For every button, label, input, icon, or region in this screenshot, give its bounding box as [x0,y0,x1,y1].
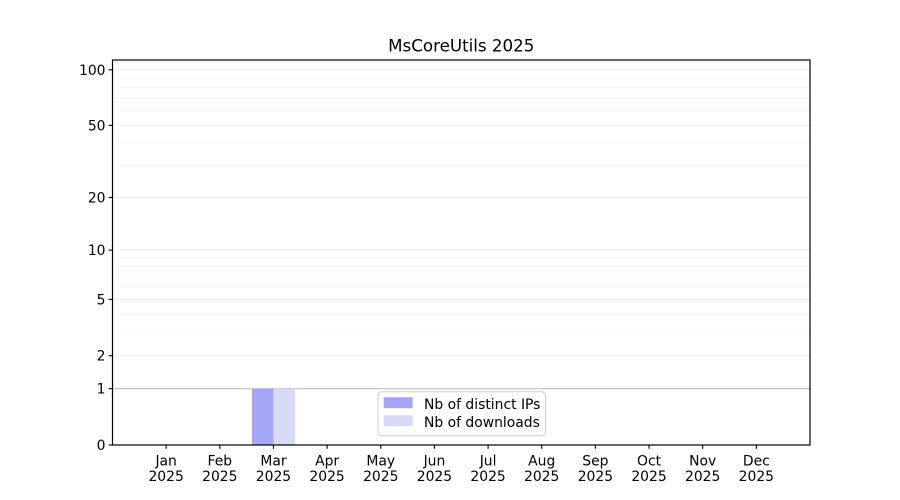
legend: Nb of distinct IPs Nb of downloads [377,391,546,437]
plot-border [111,59,811,446]
x-tick-label-jul: Jul 2025 [470,454,505,485]
minor-gridlines [112,61,810,333]
legend-swatch-distinct-ips [383,397,413,409]
y-axis-tick-labels: 0 1 2 5 10 20 50 100 [79,63,106,454]
y-tick-label-100: 100 [79,63,106,79]
chart-title: MsCoreUtils 2025 [388,36,534,56]
y-tick-label-1: 1 [97,382,106,398]
x-tick-label-jun: Jun 2025 [417,454,452,485]
x-axis-tick-labels: Jan 2025 Feb 2025 Mar 2025 Apr 2025 May 2025 Jun 20… [148,454,774,485]
y-tick-label-20: 20 [88,191,106,207]
x-tick-label-aug: Aug 2025 [524,454,559,485]
x-axis-ticks [165,445,757,449]
major-gridlines [112,69,810,390]
x-tick-label-apr: Apr 2025 [309,454,344,485]
x-tick-label-feb: Feb 2025 [202,454,237,485]
legend-label-downloads: Nb of downloads [424,415,540,431]
x-tick-label-sep: Sep 2025 [578,454,613,485]
x-tick-label-oct: Oct 2025 [631,454,666,485]
x-tick-label-dec: Dec 2025 [739,454,774,485]
y-tick-label-0: 0 [97,438,106,454]
bar-nb-of-downloads-mar-2025 [273,388,295,445]
y-axis-ticks [108,69,113,446]
y-tick-label-5: 5 [97,292,106,308]
y-tick-label-50: 50 [88,118,106,134]
x-tick-label-mar: Mar 2025 [256,454,291,485]
y-tick-label-2: 2 [97,349,106,365]
x-tick-label-nov: Nov 2025 [685,454,720,485]
bars [252,388,295,445]
x-tick-label-may: May 2025 [363,454,398,485]
legend-swatch-downloads [383,415,413,427]
y-tick-label-10: 10 [88,243,106,259]
legend-label-distinct-ips: Nb of distinct IPs [424,397,540,413]
x-tick-label-jan: Jan 2025 [148,454,183,485]
legend-frame [377,391,546,437]
bar-nb-of-distinct-ips-mar-2025 [252,388,274,445]
